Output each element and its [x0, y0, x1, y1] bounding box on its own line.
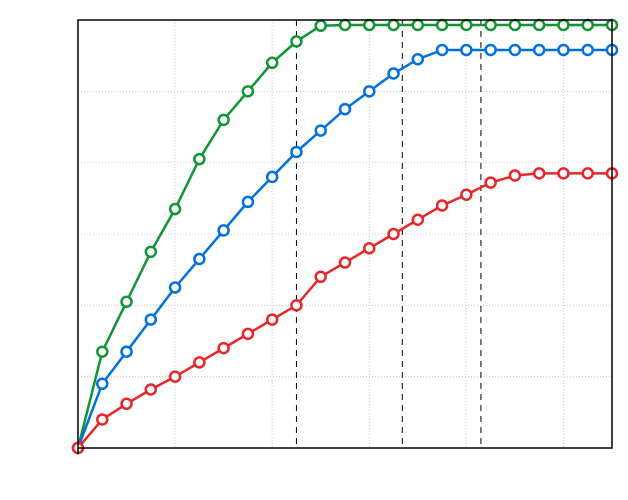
series-marker-2	[97, 414, 107, 424]
series-marker-1	[558, 45, 568, 55]
series-marker-1	[291, 147, 301, 157]
series-marker-0	[219, 115, 229, 125]
series-marker-2	[389, 229, 399, 239]
series-marker-0	[291, 36, 301, 46]
series-marker-2	[267, 315, 277, 325]
series-marker-1	[316, 126, 326, 136]
series-marker-0	[97, 347, 107, 357]
series-marker-2	[219, 343, 229, 353]
series-marker-0	[486, 20, 496, 30]
series-marker-0	[364, 20, 374, 30]
series-marker-2	[534, 168, 544, 178]
series-marker-0	[194, 154, 204, 164]
series-marker-1	[364, 86, 374, 96]
series-marker-1	[486, 45, 496, 55]
series-marker-1	[437, 45, 447, 55]
series-marker-0	[389, 20, 399, 30]
series-marker-2	[291, 300, 301, 310]
series-marker-0	[583, 20, 593, 30]
chart-container	[0, 0, 628, 500]
series-marker-2	[146, 385, 156, 395]
series-marker-2	[243, 329, 253, 339]
series-marker-0	[510, 20, 520, 30]
series-marker-1	[97, 379, 107, 389]
series-marker-2	[316, 272, 326, 282]
series-marker-2	[558, 168, 568, 178]
series-marker-2	[170, 372, 180, 382]
series-marker-0	[146, 247, 156, 257]
series-marker-1	[219, 225, 229, 235]
series-marker-0	[267, 58, 277, 68]
series-marker-2	[194, 357, 204, 367]
series-marker-0	[243, 86, 253, 96]
series-marker-1	[583, 45, 593, 55]
series-marker-2	[122, 399, 132, 409]
series-marker-2	[340, 258, 350, 268]
series-marker-0	[122, 297, 132, 307]
series-marker-1	[170, 283, 180, 293]
series-marker-2	[437, 200, 447, 210]
series-marker-0	[461, 20, 471, 30]
series-marker-1	[122, 347, 132, 357]
series-marker-1	[340, 104, 350, 114]
series-marker-1	[510, 45, 520, 55]
series-marker-0	[340, 20, 350, 30]
series-marker-1	[461, 45, 471, 55]
series-marker-0	[534, 20, 544, 30]
plot-bg	[0, 0, 628, 500]
series-marker-2	[486, 178, 496, 188]
series-marker-1	[534, 45, 544, 55]
series-marker-0	[170, 204, 180, 214]
series-marker-1	[146, 315, 156, 325]
chart-svg	[0, 0, 628, 500]
series-marker-2	[510, 171, 520, 181]
series-marker-1	[194, 254, 204, 264]
series-marker-2	[413, 215, 423, 225]
series-marker-2	[583, 168, 593, 178]
series-marker-1	[267, 172, 277, 182]
series-marker-0	[437, 20, 447, 30]
series-marker-0	[413, 20, 423, 30]
series-marker-1	[389, 69, 399, 79]
series-marker-2	[364, 243, 374, 253]
series-marker-2	[461, 190, 471, 200]
series-marker-1	[413, 54, 423, 64]
series-marker-0	[558, 20, 568, 30]
series-marker-1	[243, 197, 253, 207]
series-marker-0	[316, 21, 326, 31]
